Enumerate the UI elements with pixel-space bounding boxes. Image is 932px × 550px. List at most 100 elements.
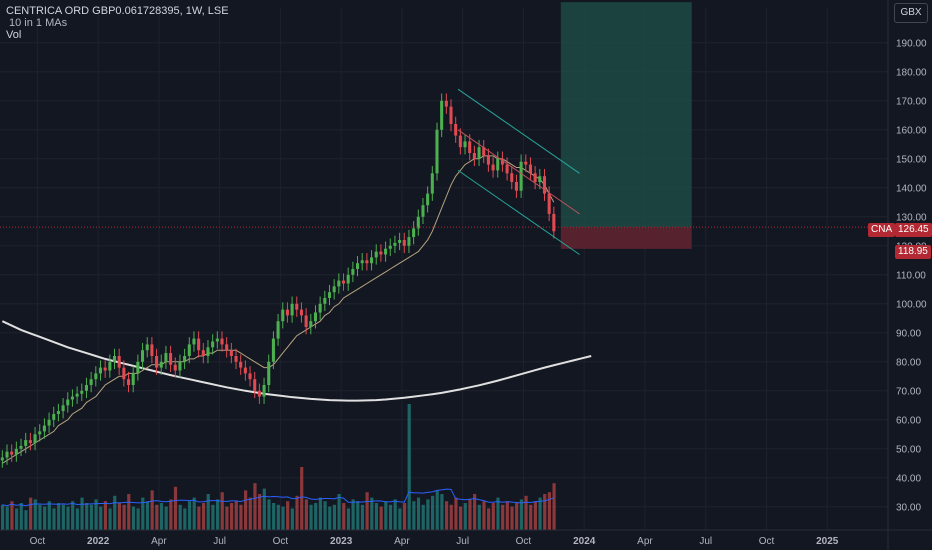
volume-bar (332, 504, 337, 530)
candle-body (299, 309, 303, 316)
candle-body (229, 350, 233, 356)
volume-bar (505, 501, 509, 530)
volume-bar (519, 499, 523, 530)
volume-bar (1, 504, 5, 530)
candle-body (440, 100, 444, 130)
candle-body (332, 286, 336, 293)
candle-body (150, 344, 154, 356)
volume-bar (99, 506, 103, 530)
candle-body (304, 315, 308, 327)
price-axis-label: 100.00 (896, 299, 927, 310)
candle-body (510, 173, 514, 182)
candle-body (393, 242, 397, 246)
candle-body (66, 399, 70, 406)
candle-body (281, 309, 285, 322)
price-axis-label: 70.00 (896, 386, 921, 397)
volume-bar (430, 495, 435, 530)
time-axis-label: 2025 (816, 536, 839, 547)
stop-level-tag: 118.95 (895, 245, 931, 259)
candle-body (384, 248, 388, 255)
price-axis-label: 160.00 (896, 125, 927, 136)
time-axis-label: Jul (213, 536, 226, 547)
volume-bar (482, 501, 486, 530)
ma-indicator-label[interactable]: 10 in 1 MAs (9, 17, 68, 29)
candle-body (164, 353, 168, 362)
volume-bar (10, 501, 14, 530)
symbol-title[interactable]: CENTRICA ORD GBP0.061728395, 1W, LSE (6, 5, 229, 17)
volume-bar (412, 501, 416, 530)
candle-body (47, 419, 51, 426)
volume-bar (61, 504, 65, 530)
volume-bar (543, 494, 547, 530)
volume-bar (360, 504, 365, 530)
volume-bar (131, 506, 136, 530)
volume-bar (183, 508, 187, 530)
volume-bar (501, 504, 505, 530)
volume-bar (258, 494, 262, 530)
candle-body (327, 292, 332, 298)
volume-bar (150, 490, 154, 530)
volume-bar (510, 506, 514, 530)
price-axis-label: 60.00 (896, 415, 921, 426)
volume-bar (230, 503, 234, 530)
candle-body (421, 205, 425, 217)
candle-body (108, 361, 112, 371)
candle-body (454, 124, 458, 136)
volume-bar (276, 504, 280, 530)
candle-body (430, 173, 434, 194)
candle-body (262, 385, 266, 397)
currency-button[interactable]: GBX (894, 3, 928, 23)
volume-bar (346, 508, 351, 530)
price-axis-label: 150.00 (896, 154, 927, 165)
volume-indicator-label[interactable]: Vol (6, 29, 22, 41)
price-axis-label: 180.00 (896, 67, 927, 78)
candle-body (318, 303, 322, 313)
volume-bar (173, 486, 178, 530)
candle-body (463, 141, 467, 148)
symbol-price-tag: CNA (868, 223, 896, 237)
channel-upper-line (457, 88, 580, 174)
candle-body (313, 312, 318, 322)
volume-bar (192, 497, 196, 530)
time-axis-label: Oct (516, 536, 532, 547)
time-axis-label: Apr (637, 536, 653, 547)
candle-body (309, 321, 313, 327)
candle-body (197, 338, 201, 351)
time-axis-label: Oct (759, 536, 775, 547)
volume-ma-line (2, 488, 555, 507)
time-axis-label: Oct (30, 536, 46, 547)
volume-bar (201, 503, 206, 530)
volume-bar (94, 499, 98, 530)
candle-body (547, 193, 551, 214)
volume-bar (477, 504, 481, 530)
candle-body (514, 182, 518, 191)
volume-bar (342, 503, 346, 530)
candle-body (94, 373, 98, 380)
volume-bar (529, 504, 533, 530)
volume-bar (435, 490, 439, 530)
candle-body (482, 147, 486, 156)
volume-bar (145, 501, 150, 530)
candle-body (356, 263, 360, 269)
candle-body (42, 425, 46, 432)
price-axis-label: 90.00 (896, 328, 921, 339)
time-axis-label: Apr (151, 536, 167, 547)
candle-body (370, 257, 374, 264)
candle-body (117, 356, 121, 368)
candle-body (346, 274, 350, 284)
time-axis-label: Oct (273, 536, 289, 547)
volume-bar (365, 492, 369, 530)
volume-bar (103, 501, 107, 530)
candle-body (398, 240, 402, 243)
volume-bar (524, 495, 528, 530)
candle-body (379, 251, 383, 255)
volume-bar (515, 503, 519, 530)
volume-bar (253, 483, 257, 530)
candle-body (38, 431, 42, 435)
candle-body (542, 176, 547, 194)
volume-bar (459, 506, 463, 530)
candle-body (173, 364, 177, 371)
volume-bar (113, 495, 117, 530)
